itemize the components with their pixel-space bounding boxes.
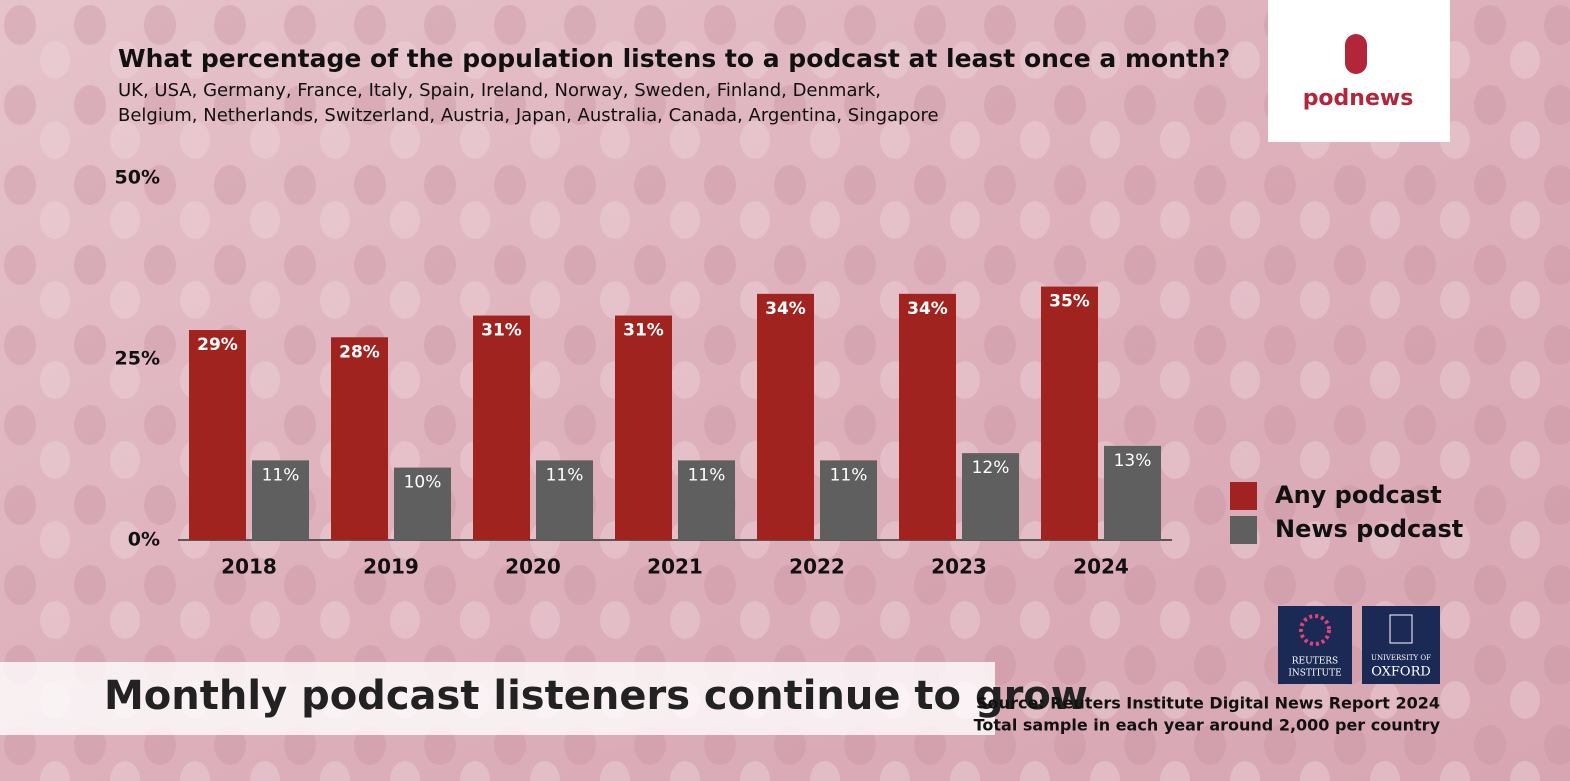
reuters-text: INSTITUTE — [1288, 669, 1341, 679]
x-tick-label: 2018 — [221, 555, 277, 579]
legend-label: Any podcast — [1275, 481, 1442, 509]
bar — [536, 460, 593, 540]
value-label: 35% — [1049, 292, 1090, 312]
bar — [615, 315, 672, 540]
bar — [331, 337, 388, 540]
value-label: 34% — [907, 299, 948, 319]
subtitle: UK, USA, Germany, France, Italy, Spain, … — [118, 80, 881, 101]
oxford-text: UNIVERSITY OF — [1371, 654, 1431, 662]
value-label: 11% — [546, 465, 584, 485]
y-tick-label: 50% — [115, 167, 160, 189]
headline: Monthly podcast listeners continue to gr… — [104, 673, 1088, 719]
oxford-icon — [1389, 614, 1413, 644]
logo-text: podnews — [1303, 86, 1414, 111]
bar — [820, 460, 877, 540]
value-label: 11% — [688, 465, 726, 485]
bar — [1104, 445, 1161, 540]
y-tick-label: 25% — [115, 348, 160, 370]
value-label: 10% — [404, 473, 442, 493]
y-tick-label: 0% — [128, 529, 160, 551]
oxford-logo — [1362, 606, 1440, 684]
value-label: 34% — [765, 299, 806, 319]
value-label: 12% — [972, 458, 1010, 478]
chart-title: What percentage of the population listen… — [118, 44, 1230, 73]
bar — [252, 460, 309, 540]
x-tick-label: 2019 — [363, 555, 419, 579]
bar — [757, 293, 814, 540]
value-label: 11% — [830, 465, 868, 485]
bar — [189, 330, 246, 540]
oxford-text: OXFORD — [1371, 665, 1431, 680]
bar — [899, 293, 956, 540]
x-tick-label: 2021 — [647, 555, 703, 579]
podnews-logo: podnews — [1268, 0, 1450, 142]
reuters-logo — [1278, 606, 1352, 684]
bar — [962, 453, 1019, 540]
x-tick-label: 2022 — [789, 555, 845, 579]
bar — [1041, 286, 1098, 540]
bar — [473, 315, 530, 540]
value-label: 31% — [481, 321, 522, 341]
x-tick-label: 2020 — [505, 555, 561, 579]
subtitle: Belgium, Netherlands, Switzerland, Austr… — [118, 105, 939, 126]
bar — [394, 467, 451, 540]
value-label: 11% — [262, 465, 300, 485]
reuters-text: REUTERS — [1292, 657, 1338, 667]
source: Total sample in each year around 2,000 p… — [974, 716, 1441, 735]
legend-label: News podcast — [1275, 515, 1463, 543]
value-label: 29% — [197, 335, 238, 355]
x-tick-label: 2024 — [1073, 555, 1129, 579]
value-label: 13% — [1114, 451, 1152, 471]
source: Source: Reuters Institute Digital News R… — [976, 694, 1440, 713]
bar — [678, 460, 735, 540]
partner-logos: REUTERS INSTITUTE UNIVERSITY OF OXFORD — [1278, 606, 1440, 684]
headline-band — [0, 662, 995, 735]
logo-icon — [1345, 34, 1367, 74]
value-label: 31% — [623, 321, 664, 341]
legend-swatch — [1230, 516, 1257, 544]
value-label: 28% — [339, 342, 380, 362]
legend-swatch — [1230, 482, 1257, 510]
reuters-icon — [1299, 614, 1331, 646]
x-tick-label: 2023 — [931, 555, 987, 579]
